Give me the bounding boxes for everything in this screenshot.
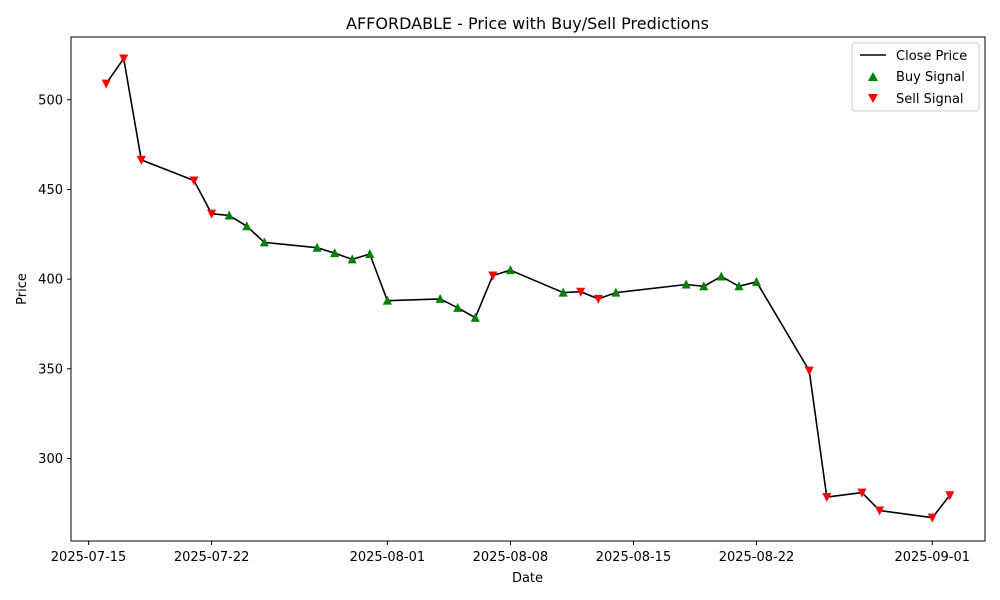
sell-signal-marker [136, 155, 146, 165]
legend-label-buy-signal: Buy Signal [896, 70, 965, 85]
y-tick-label: 300 [38, 452, 63, 467]
sell-signal-marker [927, 513, 937, 523]
buy-signal-marker [752, 276, 761, 286]
buy-signal-marker [259, 237, 269, 247]
buy-signal-marker [699, 281, 709, 291]
sell-signal-marker [822, 493, 832, 503]
sell-signal-marker [101, 79, 111, 89]
x-tick-label: 2025-07-22 [174, 550, 250, 565]
y-tick-label: 400 [38, 273, 63, 288]
x-axis: 2025-07-15 2025-07-22 2025-08-01 2025-08-08… [51, 541, 970, 565]
buy-signal-marker [505, 265, 515, 275]
buy-signal-marker [558, 287, 568, 297]
x-tick-label: 2025-08-01 [350, 550, 426, 565]
sell-signal-marker [593, 294, 603, 304]
sell-signal-marker [207, 209, 217, 219]
sell-signal-marker [576, 287, 586, 297]
sell-signal-marker [857, 488, 867, 498]
x-tick-label: 2025-07-15 [51, 550, 127, 565]
y-tick-label: 500 [38, 93, 63, 108]
sell-signal-marker [945, 491, 955, 501]
plot-frame [70, 36, 986, 542]
series-layer [101, 54, 955, 523]
legend: Close Price Buy Signal Sell Signal [851, 42, 980, 112]
buy-signal-marker [312, 242, 322, 252]
sell-signal-marker [488, 271, 498, 281]
legend-buy-signal-swatch [868, 72, 878, 81]
legend-sell-signal-swatch [868, 94, 878, 103]
buy-signal-marker [734, 281, 744, 291]
legend-label-close-price: Close Price [896, 49, 967, 64]
sell-signal-marker [804, 366, 814, 376]
buy-signal-marker [470, 312, 480, 322]
buy-signal-marker [453, 302, 463, 312]
buy-signal-marker [382, 295, 392, 305]
buy-signal-marker [681, 279, 691, 289]
legend-label-sell-signal: Sell Signal [896, 92, 964, 107]
buy-signal-marker [242, 221, 252, 231]
y-axis-label: Price [15, 273, 30, 305]
sell-signal-marker [189, 176, 199, 186]
buy-signal-marker [716, 271, 726, 281]
legend-box [851, 42, 980, 112]
x-tick-label: 2025-08-22 [719, 550, 795, 565]
sell-signal-marker [875, 506, 885, 516]
x-tick-label: 2025-09-01 [894, 550, 970, 565]
buy-signal-marker [224, 210, 234, 220]
chart-title: AFFORDABLE - Price with Buy/Sell Predict… [346, 14, 709, 33]
buy-signal-marker [435, 293, 445, 303]
close-price-line [105, 56, 951, 519]
y-tick-label: 350 [38, 362, 63, 377]
sell-signal-marker [119, 54, 129, 64]
y-axis: 300 350 400 450 500 [38, 93, 71, 467]
buy-signal-marker [347, 254, 357, 264]
buy-signal-marker [611, 287, 621, 297]
x-axis-label: Date [512, 571, 543, 586]
buy-signal-marker [330, 248, 340, 258]
x-tick-label: 2025-08-15 [596, 550, 672, 565]
y-tick-label: 450 [38, 183, 63, 198]
buy-signal-marker [365, 249, 375, 259]
plot-area [70, 36, 986, 542]
x-tick-label: 2025-08-08 [473, 550, 549, 565]
